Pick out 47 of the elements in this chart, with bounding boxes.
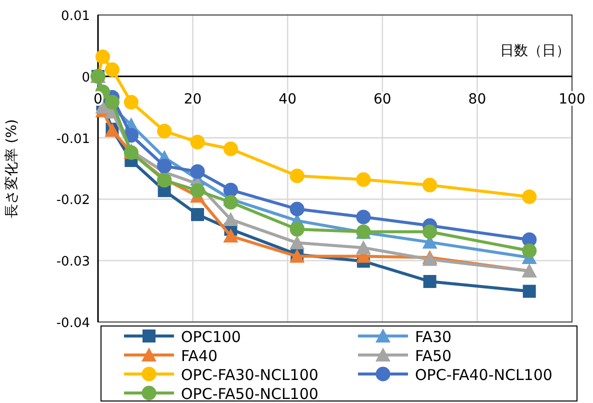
x-axis-title: 日数（日） [500,43,570,59]
legend-label: FA40 [181,347,218,365]
legend-label: FA30 [415,328,452,346]
x-tick-label: 80 [468,91,486,108]
y-tick-label: -0.04 [56,316,90,331]
legend-label: OPC-FA40-NCL100 [415,366,552,384]
y-tick-label: -0.03 [56,254,90,270]
point [290,235,305,250]
point [95,49,110,64]
legend-label: OPC-FA50-NCL100 [181,385,318,403]
point [290,222,304,237]
point [356,172,371,187]
point [190,164,205,179]
point [290,202,304,216]
point [223,142,238,156]
point [104,62,120,77]
point [422,178,438,192]
point [223,212,238,226]
point [356,240,371,254]
point [191,208,204,222]
point [522,243,537,258]
x-tick-label: 20 [184,91,202,108]
legend-label: FA50 [415,347,452,365]
legend-label: OPC-FA30-NCL100 [181,366,318,384]
point [422,224,438,240]
point [423,274,436,288]
point [190,134,205,150]
point [124,94,138,110]
point [522,284,536,298]
point [223,228,238,243]
point [356,210,371,224]
point [104,94,120,110]
point [223,182,238,198]
x-tick-label: 40 [278,91,297,108]
y-tick-label: 0 [82,70,90,86]
point [290,168,304,184]
point [157,158,172,174]
y-axis-title: 長さ変化率 (%) [4,119,20,218]
point [522,189,537,204]
legend-label: OPC100 [181,328,241,346]
point [190,183,205,198]
y-tick-label: 0.01 [61,9,90,24]
point [223,194,238,210]
x-tick-label: 60 [373,91,392,108]
y-tick-label: -0.01 [56,132,90,147]
point [157,124,172,138]
y-tick-label: -0.02 [56,193,90,208]
